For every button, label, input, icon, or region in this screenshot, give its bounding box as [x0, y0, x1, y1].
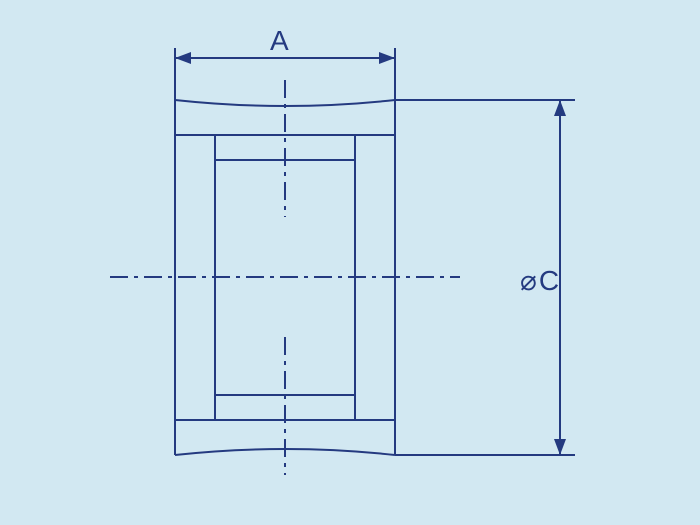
- technical-drawing: A ⌀C: [0, 0, 700, 525]
- dimA-label: A: [270, 25, 291, 56]
- bg: [0, 0, 700, 525]
- dimC-label: ⌀C: [520, 265, 561, 296]
